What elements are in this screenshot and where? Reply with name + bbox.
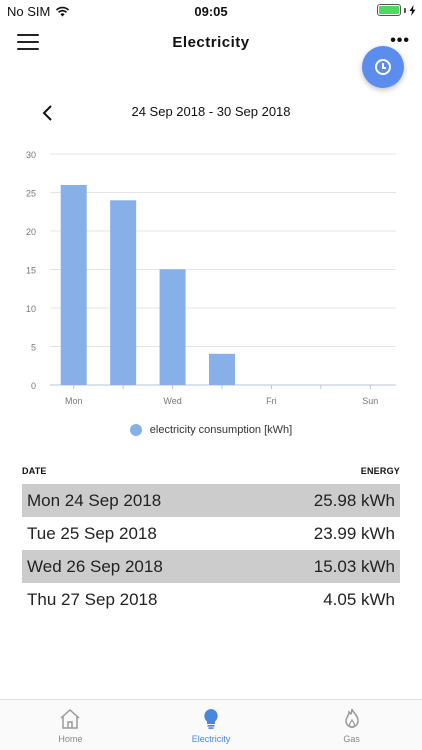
bar-tue: [110, 200, 137, 385]
y-tick-label: 0: [31, 381, 36, 391]
table-row[interactable]: Mon 24 Sep 2018 25.98 kWh: [22, 484, 400, 517]
x-tick-label: Fri: [266, 396, 277, 406]
bar-wed: [159, 269, 186, 385]
x-tick-label: Mon: [65, 396, 83, 406]
battery-icon: [377, 4, 401, 16]
more-dots-icon[interactable]: •••: [390, 32, 410, 49]
battery-tip: [404, 7, 406, 13]
status-right: [377, 4, 416, 16]
chevron-left-icon[interactable]: [40, 103, 56, 123]
flame-icon: [344, 708, 359, 729]
table-row[interactable]: Thu 27 Sep 2018 4.05 kWh: [22, 583, 400, 616]
tab-label: Home: [58, 734, 83, 744]
hamburger-icon[interactable]: [16, 34, 40, 52]
x-tick-label: Wed: [163, 396, 181, 406]
y-tick-label: 5: [31, 343, 36, 353]
page-title: Electricity: [172, 34, 250, 51]
consumption-table: Mon 24 Sep 2018 25.98 kWh Tue 25 Sep 201…: [22, 484, 400, 616]
carrier-label: No SIM: [7, 4, 51, 19]
bolt-icon: [409, 4, 416, 16]
row-energy: 15.03 kWh: [313, 556, 395, 576]
status-time: 09:05: [194, 4, 228, 19]
lightbulb-icon: [204, 709, 218, 729]
tab-bar: Home Electricity Gas: [0, 699, 422, 750]
date-range-label: 24 Sep 2018 - 30 Sep 2018: [131, 104, 291, 119]
consumption-chart: 0 5 10 15 20 25 30 Mon Wed Fri Sun: [26, 150, 396, 406]
chart-legend: electricity consumption [kWh]: [0, 424, 422, 436]
table-row[interactable]: Wed 26 Sep 2018 15.03 kWh: [22, 550, 400, 583]
wifi-icon: [56, 6, 70, 17]
clock-icon: [375, 59, 391, 75]
nav-bar: Electricity •••: [0, 22, 422, 66]
legend-dot: [129, 424, 142, 436]
row-energy: 4.05 kWh: [323, 589, 395, 609]
y-tick-label: 10: [26, 304, 36, 314]
row-date: Mon 24 Sep 2018: [27, 490, 162, 510]
row-energy: 25.98 kWh: [313, 490, 395, 510]
header-date: DATE: [22, 466, 47, 476]
history-button[interactable]: [362, 46, 404, 88]
tab-gas[interactable]: Gas: [281, 700, 422, 750]
tab-electricity[interactable]: Electricity: [141, 700, 282, 750]
tab-label: Electricity: [191, 734, 231, 744]
status-left: No SIM: [7, 4, 70, 19]
row-date: Wed 26 Sep 2018: [27, 556, 163, 576]
y-tick-label: 15: [26, 266, 36, 276]
x-tick-label: Sun: [362, 396, 378, 406]
table-header: DATE ENERGY: [22, 466, 400, 476]
row-date: Thu 27 Sep 2018: [27, 589, 158, 609]
row-date: Tue 25 Sep 2018: [27, 523, 157, 543]
legend-label: electricity consumption [kWh]: [149, 424, 293, 436]
tab-home[interactable]: Home: [0, 700, 141, 750]
battery-level: [379, 6, 399, 14]
y-tick-label: 30: [26, 150, 36, 160]
status-bar: No SIM 09:05: [0, 0, 422, 22]
house-icon: [60, 708, 80, 729]
tab-label: Gas: [343, 734, 360, 744]
y-tick-label: 25: [26, 189, 36, 199]
header-energy: ENERGY: [360, 466, 400, 476]
bar-thu: [209, 353, 235, 385]
table-row[interactable]: Tue 25 Sep 2018 23.99 kWh: [22, 517, 400, 550]
bar-mon: [60, 184, 87, 385]
y-tick-label: 20: [26, 227, 36, 237]
row-energy: 23.99 kWh: [313, 523, 395, 543]
